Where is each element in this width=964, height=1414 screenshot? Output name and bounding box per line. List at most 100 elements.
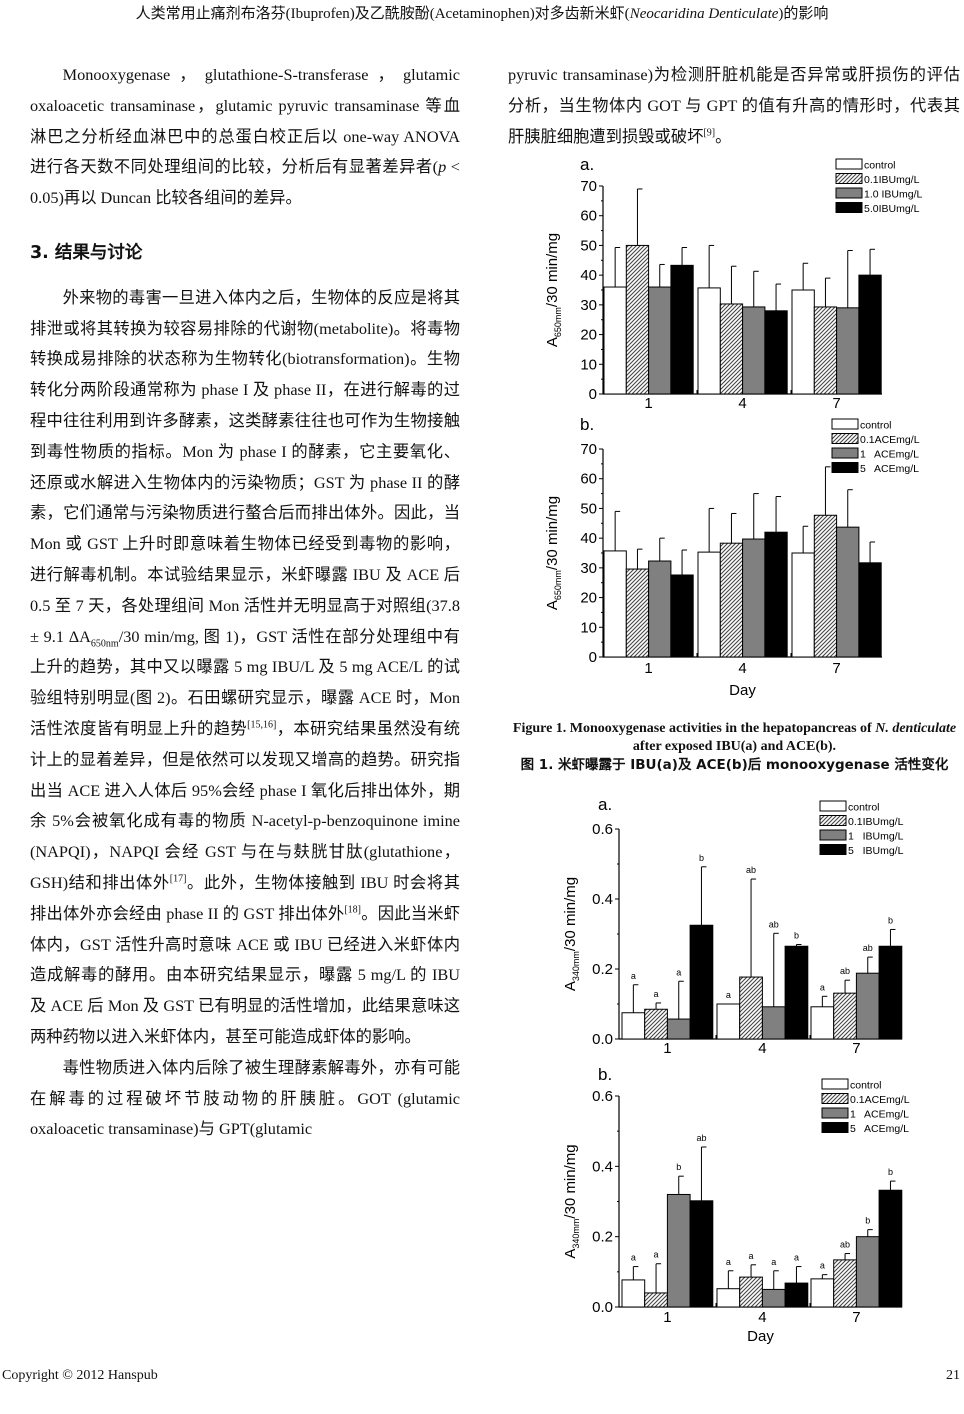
y-tick-label: 0 — [589, 386, 597, 403]
bar — [689, 924, 714, 1040]
y-tick-label: 40 — [580, 530, 597, 547]
y-tick-label: 0.6 — [592, 1088, 613, 1105]
bar — [878, 1189, 903, 1308]
text-run: p — [438, 157, 447, 177]
bar — [719, 542, 744, 658]
left-column: Monooxygenase，glutathione-S-transferase，… — [30, 60, 460, 1145]
citation: [17] — [169, 873, 187, 885]
significance-letter: a — [820, 982, 825, 992]
text-run: pyruvic transaminase)为检测肝脏机能是否异常或肝损伤的评估分… — [508, 65, 960, 146]
y-tick-label: 70 — [580, 178, 597, 195]
legend-label: control — [850, 1080, 882, 1092]
y-tick-label: 50 — [580, 500, 597, 517]
significance-letter: ab — [840, 966, 850, 976]
legend-swatch — [831, 418, 859, 430]
y-tick-label: 0.0 — [592, 1299, 613, 1316]
bar — [836, 307, 860, 395]
legend-label: control — [848, 802, 880, 814]
significance-letter: a — [631, 971, 636, 981]
ylabel-sub: 340mm — [571, 1219, 581, 1249]
text-run: ，本研究结果虽然没有统计上的显着差异，但是依然可以发现又增高的趋势。研究指出当 … — [30, 718, 460, 892]
paragraph: 毒性物质进入体内后除了被生理酵素解毒外，亦有可能在解毒的过程破坏节肢动物的肝胰脏… — [30, 1053, 460, 1145]
x-tick-label: 1 — [663, 1309, 671, 1326]
legend-swatch — [835, 173, 863, 184]
legend-swatch — [831, 433, 859, 444]
significance-letter: a — [749, 1251, 754, 1261]
legend-swatch — [835, 202, 863, 213]
figure-1-caption: Figure 1. Monooxygenase activities in th… — [505, 720, 964, 774]
significance-letter: a — [726, 990, 731, 1000]
significance-letter: b — [888, 915, 893, 925]
y-tick-label: 0.4 — [592, 1158, 613, 1175]
y-tick-label: 60 — [580, 208, 597, 225]
legend-swatch — [821, 1078, 849, 1090]
y-tick-label: 40 — [580, 267, 597, 284]
bar — [742, 538, 766, 658]
legend-label: 0.1ACEmg/L — [850, 1094, 910, 1106]
legend-label: 5.0IBUmg/L — [864, 203, 920, 215]
y-tick-label: 0.0 — [592, 1031, 613, 1048]
legend-swatch — [835, 187, 863, 199]
bar — [878, 945, 903, 1040]
bar — [621, 1012, 646, 1040]
legend-label: 0.1IBUmg/L — [864, 174, 920, 186]
ylabel-main: A — [544, 600, 561, 610]
legend-swatch — [831, 447, 859, 459]
figure-1b-chart: 0 10 20 30 40 50 60 70 A650mm/30 min/mg b. 1 4 7 Day c… — [544, 415, 920, 699]
x-tick-label: 4 — [738, 395, 746, 412]
ylabel-main: A — [562, 1249, 579, 1259]
significance-letter: b — [699, 853, 704, 863]
bar — [810, 1006, 835, 1040]
citation: [18] — [344, 904, 361, 916]
bar — [761, 1288, 786, 1308]
legend-label: 5 IBUmg/L — [848, 845, 904, 857]
legend-swatch — [821, 1122, 849, 1133]
y-tick-label: 0.6 — [592, 821, 613, 838]
significance-letter: b — [676, 1162, 681, 1172]
legend-label: 1.0 IBUmg/L — [864, 189, 923, 201]
paragraph: 外来物的毒害一旦进入体内之后，生物体的反应是将其排泄或将其转换为较容易排除的代谢… — [30, 283, 460, 1053]
citation: [9] — [703, 127, 716, 139]
x-tick-label: 1 — [663, 1040, 671, 1057]
significance-letter: a — [726, 1257, 731, 1267]
ylabel-rest: /30 min/mg — [562, 877, 579, 951]
bar — [697, 551, 721, 658]
bar — [648, 560, 672, 658]
bar — [644, 1008, 668, 1040]
ylabel-main: A — [544, 337, 561, 347]
significance-letter: a — [654, 1250, 659, 1260]
text-run: 。 — [715, 126, 732, 146]
bar — [761, 1006, 786, 1040]
bar — [666, 1018, 691, 1040]
bar — [670, 574, 694, 658]
legend-label: 5 ACEmg/L — [850, 1123, 909, 1135]
bar — [625, 568, 650, 658]
paragraph: pyruvic transaminase)为检测肝脏机能是否异常或肝损伤的评估分… — [508, 60, 960, 152]
ylabel-rest: /30 min/mg — [544, 233, 561, 307]
bar — [719, 303, 744, 395]
y-axis-label: A650mm/30 min/mg — [544, 233, 563, 347]
bar — [784, 1282, 809, 1308]
y-axis-label: A650mm/30 min/mg — [544, 496, 563, 610]
paragraph: Monooxygenase，glutathione-S-transferase，… — [30, 60, 460, 214]
text-run: /30 min/mg, 图 1)，GST 活性在部分处理组中有上升的趋势，其中又… — [30, 626, 461, 738]
bar — [833, 1259, 857, 1308]
significance-letter: ab — [863, 943, 873, 953]
significance-letter: ab — [769, 919, 779, 929]
significance-letter: ab — [746, 865, 756, 875]
footer-copyright: Copyright © 2012 Hanspub — [2, 1368, 158, 1383]
legend-swatch — [835, 158, 863, 170]
bar — [625, 244, 650, 395]
y-axis-label: A340mm/30 min/mg — [562, 1144, 581, 1258]
bar — [648, 286, 672, 395]
legend-swatch — [819, 815, 847, 826]
ylabel-sub: 340mm — [571, 951, 581, 981]
running-header: 人类常用止痛剂布洛芬(Ibuprofen)及乙酰胺酚(Acetaminophen… — [135, 6, 829, 22]
figure-1a-chart: 0 10 20 30 40 50 60 70 A650mm/30 min/mg a. 1 4 7 cont… — [544, 155, 923, 412]
bar — [764, 531, 788, 658]
subscript: 650nm — [90, 637, 119, 649]
x-tick-label: 1 — [644, 660, 652, 677]
bar — [666, 1193, 691, 1308]
x-tick-label: 1 — [644, 395, 652, 412]
